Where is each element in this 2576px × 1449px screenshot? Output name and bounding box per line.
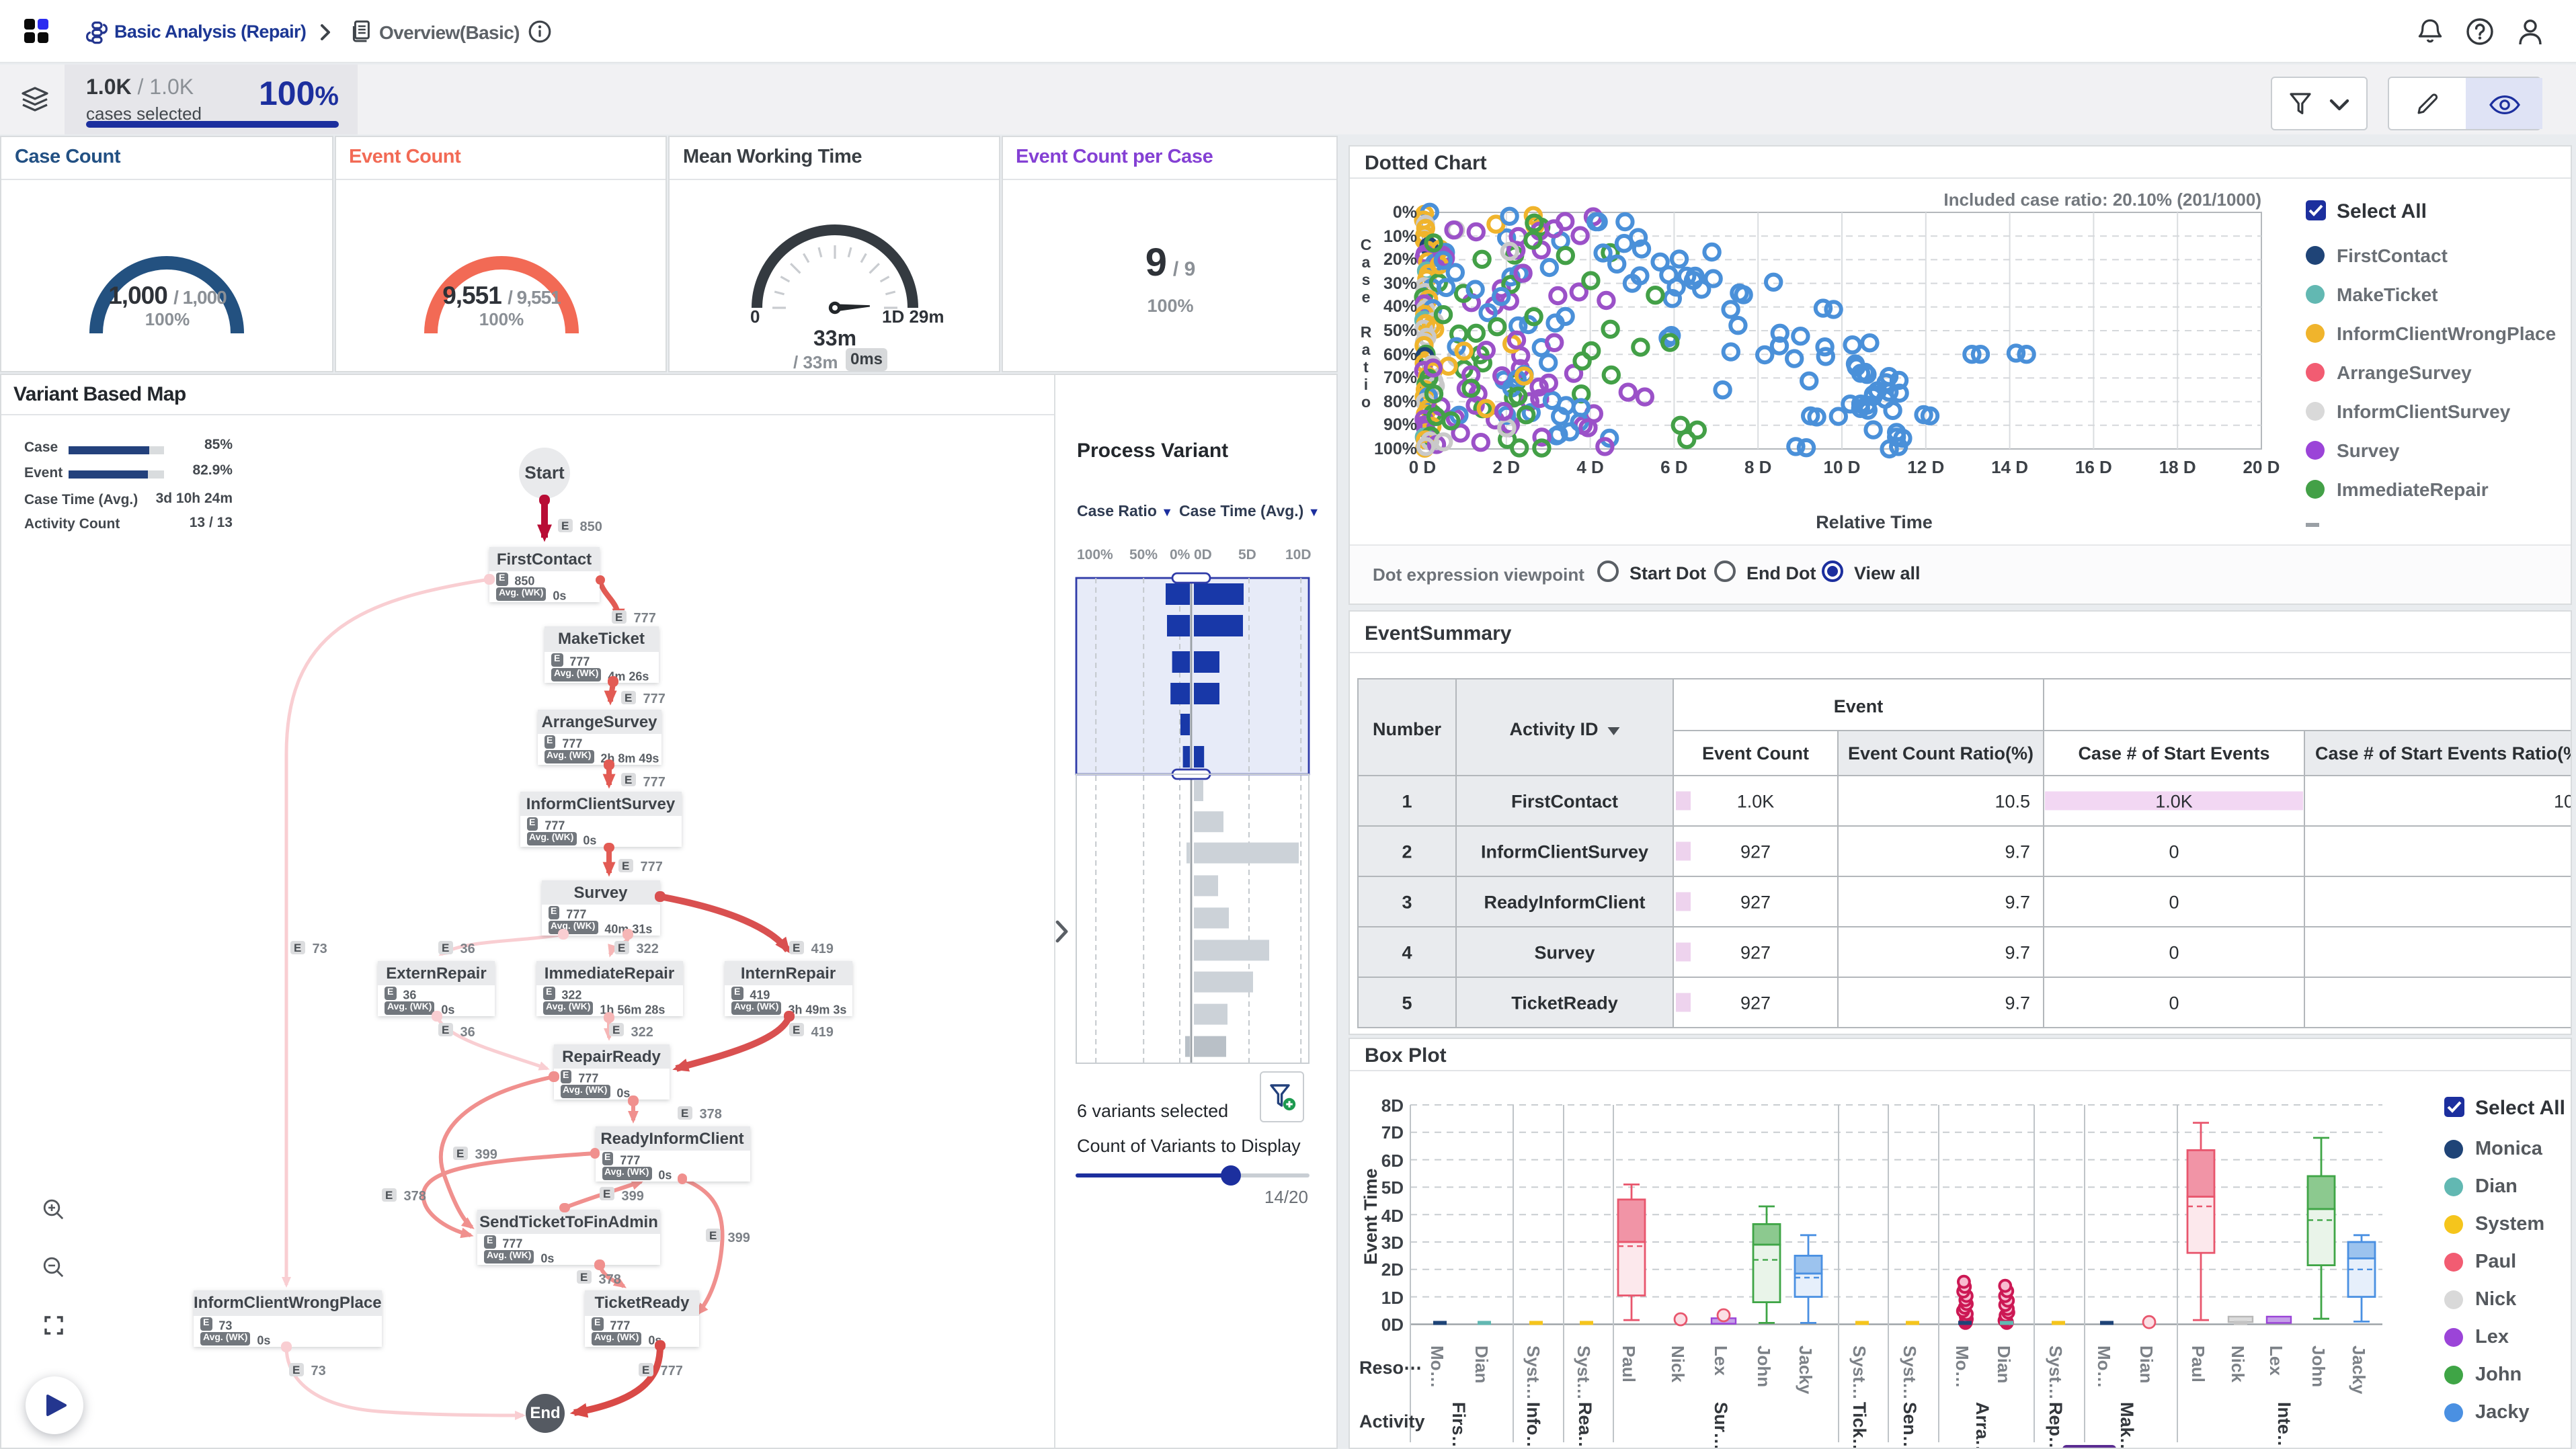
svg-text:Sen…: Sen…: [1900, 1402, 1920, 1449]
svg-text:Event Count Ratio(%): Event Count Ratio(%): [1848, 743, 2034, 763]
svg-text:Arra…: Arra…: [1972, 1402, 1993, 1449]
svg-text:927: 927: [1740, 993, 1771, 1013]
svg-text:0: 0: [2169, 893, 2179, 913]
svg-text:Syst…: Syst…: [1523, 1346, 1543, 1400]
svg-text:Activity ID: Activity ID: [1509, 719, 1598, 739]
svg-text:Tick…: Tick…: [1849, 1402, 1869, 1449]
svg-text:FirstContact: FirstContact: [1511, 792, 1618, 812]
svg-text:0: 0: [2169, 943, 2179, 963]
svg-text:Syst…: Syst…: [1574, 1346, 1594, 1400]
svg-text:0: 0: [2169, 842, 2179, 862]
svg-text:Nick: Nick: [1668, 1346, 1688, 1382]
svg-text:100: 100: [2554, 792, 2571, 812]
svg-text:Case # of Start Events Ratio(%: Case # of Start Events Ratio(%): [2315, 743, 2571, 763]
svg-text:Lex: Lex: [1711, 1346, 1731, 1376]
svg-text:Jacky: Jacky: [1796, 1346, 1816, 1395]
svg-text:Number: Number: [1373, 719, 1442, 739]
svg-text:5: 5: [1402, 993, 1412, 1013]
svg-text:1.0K: 1.0K: [2155, 792, 2193, 812]
svg-text:John: John: [2308, 1346, 2329, 1387]
svg-text:Paul: Paul: [1619, 1346, 1639, 1382]
svg-text:Mo…: Mo…: [2094, 1346, 2114, 1389]
svg-text:Info…: Info…: [1523, 1402, 1543, 1449]
svg-text:Syst…: Syst…: [1849, 1346, 1869, 1400]
svg-text:Sur…: Sur…: [1711, 1402, 1731, 1449]
svg-text:927: 927: [1740, 893, 1771, 913]
svg-text:1.0K: 1.0K: [1737, 792, 1775, 812]
svg-text:Rep…: Rep…: [2046, 1402, 2066, 1449]
svg-text:1: 1: [1402, 792, 1412, 812]
svg-text:John: John: [1754, 1346, 1774, 1387]
svg-text:4: 4: [1402, 943, 1412, 963]
svg-text:Mo…: Mo…: [1952, 1346, 1972, 1389]
svg-text:Event Count: Event Count: [1702, 743, 1809, 763]
svg-text:Lex: Lex: [2266, 1346, 2286, 1376]
svg-text:Dian: Dian: [2136, 1346, 2157, 1383]
svg-text:9.7: 9.7: [2005, 842, 2030, 862]
svg-text:Rea…: Rea…: [1575, 1402, 1595, 1449]
svg-text:Mak…: Mak…: [2117, 1402, 2137, 1449]
svg-text:927: 927: [1740, 842, 1771, 862]
svg-text:9.7: 9.7: [2005, 993, 2030, 1013]
svg-text:927: 927: [1740, 943, 1771, 963]
svg-text:Paul: Paul: [2188, 1346, 2208, 1382]
svg-text:ReadyInformClient: ReadyInformClient: [1484, 893, 1645, 913]
svg-text:10.5: 10.5: [1995, 792, 2030, 812]
svg-text:Mo…: Mo…: [1427, 1346, 1447, 1389]
svg-text:Case # of Start Events: Case # of Start Events: [2078, 743, 2269, 763]
svg-text:Jacky: Jacky: [2349, 1346, 2369, 1395]
svg-text:0: 0: [2169, 993, 2179, 1013]
svg-text:Event Time: Event Time: [1361, 1168, 1381, 1265]
svg-text:9.7: 9.7: [2005, 943, 2030, 963]
svg-text:Dian: Dian: [1994, 1346, 2014, 1383]
svg-text:9.7: 9.7: [2005, 893, 2030, 913]
svg-text:Syst…: Syst…: [2046, 1346, 2066, 1400]
svg-text:3: 3: [1402, 893, 1412, 913]
svg-text:Syst…: Syst…: [1900, 1346, 1920, 1400]
svg-text:Nick: Nick: [2228, 1346, 2248, 1382]
svg-text:2: 2: [1402, 842, 1412, 862]
svg-text:Inte…: Inte…: [2274, 1402, 2294, 1449]
svg-text:TicketReady: TicketReady: [1511, 993, 1618, 1013]
svg-text:Survey: Survey: [1534, 943, 1595, 963]
svg-text:Firs…: Firs…: [1449, 1402, 1469, 1449]
svg-text:Event: Event: [1834, 696, 1884, 716]
svg-text:InformClientSurvey: InformClientSurvey: [1481, 842, 1648, 862]
svg-text:Dian: Dian: [1472, 1346, 1492, 1383]
